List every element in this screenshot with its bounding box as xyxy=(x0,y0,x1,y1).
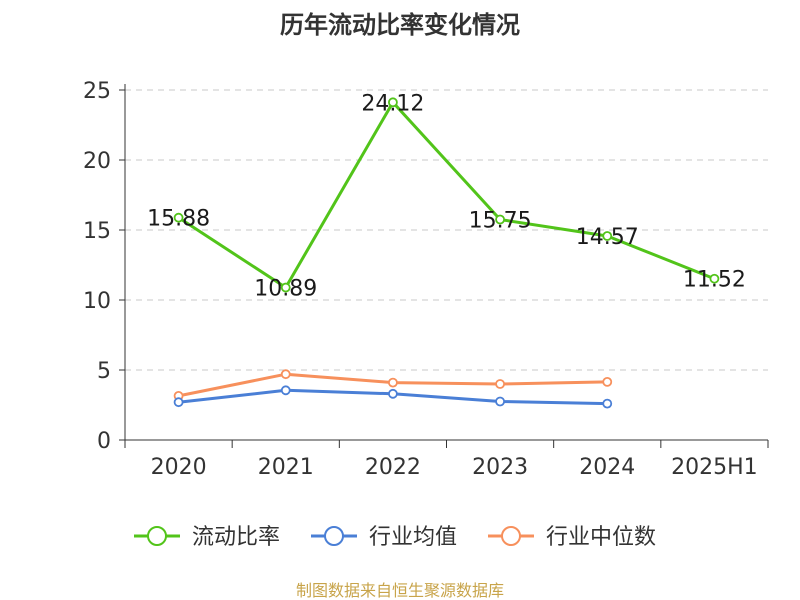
x-tick-label-3: 2023 xyxy=(472,455,528,480)
y-tick-label-1: 5 xyxy=(97,359,111,384)
legend-swatch-marker-1 xyxy=(324,526,344,546)
point-s1-4 xyxy=(602,398,613,409)
point-s0-1 xyxy=(280,282,291,293)
x-tick-label-5: 2025H1 xyxy=(671,455,758,480)
legend-item-2: 行业中位数 xyxy=(488,525,656,550)
series-layer xyxy=(173,97,720,409)
legend: 流动比率 行业均值 行业中位数 xyxy=(134,525,656,550)
x-tick-label-1: 2021 xyxy=(258,455,314,480)
x-tick-label-0: 2020 xyxy=(151,455,207,480)
series-line-0 xyxy=(177,100,715,290)
point-s2-4 xyxy=(602,376,613,387)
point-s2-1 xyxy=(280,369,291,380)
axes: 0 5 10 15 20 25 2020 2021 2022 2023 2024 2025H1 xyxy=(83,79,769,480)
point-s2-2 xyxy=(388,377,398,388)
legend-swatch-marker-2 xyxy=(501,526,521,546)
point-s1-3 xyxy=(495,396,505,407)
data-label-3: 15.75 xyxy=(469,209,532,234)
legend-swatch-marker-0 xyxy=(147,526,167,546)
gridlines xyxy=(125,89,768,371)
legend-label-2: 行业中位数 xyxy=(546,525,656,550)
y-tick-label-3: 15 xyxy=(83,219,111,244)
chart-title: 历年流动比率变化情况 xyxy=(280,11,520,39)
point-s0-2 xyxy=(388,97,398,108)
point-s0-3 xyxy=(495,214,505,225)
data-label-2: 24.12 xyxy=(361,91,424,116)
legend-label-0: 流动比率 xyxy=(192,525,280,550)
y-tick-label-5: 25 xyxy=(83,79,111,104)
point-s1-1 xyxy=(280,385,291,396)
point-s1-2 xyxy=(388,388,398,399)
data-label-0: 15.88 xyxy=(147,207,210,232)
y-tick-label-0: 0 xyxy=(97,429,111,454)
legend-item-0: 流动比率 xyxy=(134,525,280,550)
point-s1-0 xyxy=(173,397,184,408)
legend-label-1: 行业均值 xyxy=(369,525,457,550)
point-s0-0 xyxy=(173,212,184,223)
point-s2-3 xyxy=(495,379,505,389)
source-note: 制图数据来自恒生聚源数据库 xyxy=(296,581,504,600)
point-s0-5 xyxy=(709,273,720,284)
legend-item-1: 行业均值 xyxy=(311,525,457,550)
x-tick-label-4: 2024 xyxy=(579,455,635,480)
y-tick-label-2: 10 xyxy=(83,289,111,314)
data-label-4: 14.57 xyxy=(576,225,639,250)
data-label-1: 10.89 xyxy=(254,277,317,302)
data-labels: 15.88 10.89 24.12 15.75 14.57 11.52 xyxy=(147,91,746,301)
x-tick-label-2: 2022 xyxy=(365,455,421,480)
point-s0-4 xyxy=(602,231,613,241)
y-tick-label-4: 20 xyxy=(83,149,111,174)
data-label-5: 11.52 xyxy=(683,268,746,293)
